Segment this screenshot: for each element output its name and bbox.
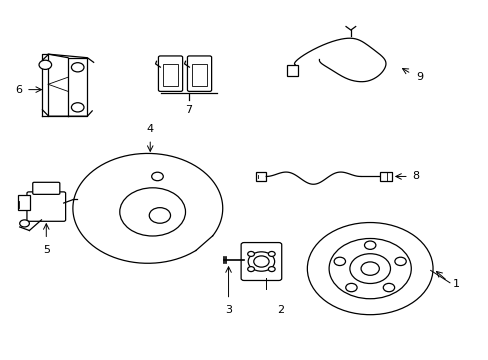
Text: 8: 8 — [411, 171, 419, 181]
Text: 5: 5 — [43, 245, 50, 255]
Circle shape — [349, 254, 390, 283]
Circle shape — [253, 256, 268, 267]
FancyBboxPatch shape — [241, 243, 281, 280]
Text: 2: 2 — [277, 305, 284, 315]
Circle shape — [247, 252, 254, 256]
Circle shape — [307, 222, 432, 315]
Bar — [18, 195, 30, 210]
Circle shape — [39, 60, 52, 69]
Circle shape — [268, 252, 275, 256]
Circle shape — [268, 267, 275, 271]
Text: 3: 3 — [224, 305, 232, 315]
Text: 9: 9 — [415, 72, 423, 81]
FancyBboxPatch shape — [158, 56, 182, 91]
Circle shape — [71, 103, 84, 112]
Circle shape — [20, 220, 29, 227]
Text: 6: 6 — [15, 85, 22, 95]
Bar — [255, 172, 265, 181]
Circle shape — [383, 283, 394, 292]
Circle shape — [364, 241, 375, 249]
Circle shape — [71, 63, 84, 72]
Bar — [191, 64, 207, 86]
Bar — [379, 172, 391, 181]
FancyBboxPatch shape — [27, 192, 65, 221]
Circle shape — [360, 262, 379, 275]
Text: 4: 4 — [146, 124, 154, 134]
Bar — [163, 64, 178, 86]
Text: 7: 7 — [185, 105, 192, 115]
Circle shape — [149, 208, 170, 223]
Circle shape — [248, 252, 274, 271]
Circle shape — [328, 238, 410, 299]
Circle shape — [345, 283, 356, 292]
Circle shape — [247, 267, 254, 271]
Circle shape — [333, 257, 345, 266]
Bar — [286, 65, 297, 76]
FancyBboxPatch shape — [33, 182, 60, 194]
Circle shape — [120, 188, 185, 236]
Circle shape — [394, 257, 406, 266]
FancyBboxPatch shape — [187, 56, 211, 91]
Text: 1: 1 — [451, 279, 458, 289]
Circle shape — [151, 172, 163, 181]
